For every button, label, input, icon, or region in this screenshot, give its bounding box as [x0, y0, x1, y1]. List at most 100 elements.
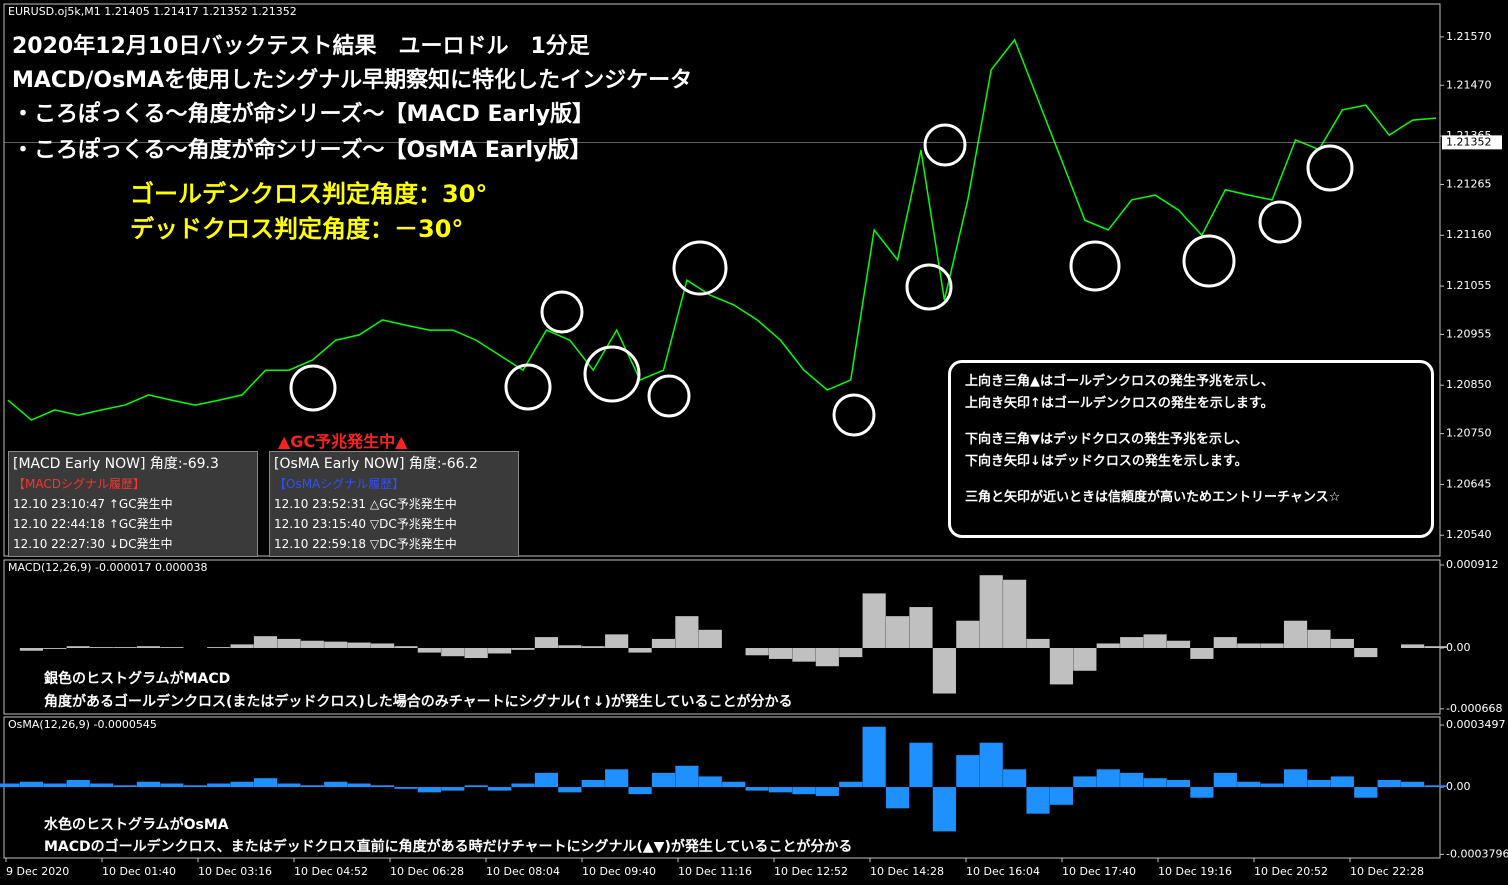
y-tick-label: 0.0003497	[1446, 718, 1506, 731]
histogram-bar	[1213, 772, 1237, 788]
highlight-circle	[1306, 144, 1354, 192]
histogram-bar	[370, 643, 395, 649]
y-tick-label: 1.20955	[1446, 327, 1492, 340]
histogram-bar	[1260, 783, 1284, 788]
highlight-circle	[832, 393, 876, 437]
histogram-bar	[417, 648, 441, 653]
histogram-bar	[581, 779, 605, 788]
histogram-bar	[66, 779, 90, 788]
histogram-bar	[1120, 637, 1144, 649]
title-line: MACD/OsMAを使用したシグナル早期察知に特化したインジケータ	[12, 68, 693, 93]
box-row: 12.10 22:27:30 ↓DC発生中	[13, 537, 173, 551]
x-tick-label: 10 Dec 01:40	[102, 865, 176, 878]
y-tick-label: 1.20750	[1446, 427, 1492, 440]
histogram-bar	[628, 787, 652, 795]
histogram-bar	[1003, 579, 1027, 649]
y-tick-label: 0.00	[1446, 780, 1471, 793]
histogram-bar	[347, 783, 371, 788]
histogram-bar	[1401, 644, 1425, 649]
histogram-bar	[300, 640, 324, 649]
histogram-bar	[1190, 648, 1214, 659]
panel-title: EURUSD.oj5k,M1 1.21405 1.21417 1.21352 1…	[8, 5, 297, 18]
legend-line: 下向き矢印↓はデッドクロスの発生を示します。	[965, 454, 1248, 469]
highlight-circle	[1182, 234, 1236, 288]
angle-line: デッドクロス判定角度：－30°	[130, 215, 464, 243]
panel-title: OsMA(12,26,9) -0.0000545	[8, 718, 157, 731]
x-tick-label: 10 Dec 03:16	[198, 865, 272, 878]
histogram-bar	[558, 787, 582, 793]
panel-title: MACD(12,26,9) -0.000017 0.000038	[8, 561, 207, 574]
histogram-bar	[347, 642, 371, 649]
histogram-bar	[862, 593, 886, 649]
y-tick-label: -0.0003796	[1446, 847, 1508, 860]
highlight-circle	[923, 123, 967, 167]
histogram-bar	[136, 781, 161, 788]
histogram-bar	[1260, 643, 1284, 649]
y-tick-label: 1.20540	[1446, 528, 1492, 541]
legend-line: 三角と矢印が近いときは信頼度が高いためエントリーチャンス☆	[965, 490, 1341, 505]
legend-box: 上向き三角▲はゴールデンクロスの発生予兆を示し、 上向き矢印↑はゴールデンクロス…	[948, 360, 1434, 538]
histogram-bar	[1190, 787, 1214, 798]
price-line	[7, 38, 1437, 421]
highlight-circle	[583, 345, 641, 403]
x-tick-label: 10 Dec 22:28	[1350, 865, 1424, 878]
angle-line: ゴールデンクロス判定角度：30°	[130, 180, 488, 208]
histogram-bar	[1096, 643, 1120, 649]
histogram-bar	[558, 645, 582, 649]
title-line: ・ころぽっくる～角度が命シリーズ～【MACD Early版】	[12, 102, 595, 127]
highlight-circle	[1258, 200, 1302, 244]
histogram-bar	[1073, 648, 1097, 671]
histogram-bar	[932, 787, 956, 832]
histogram-bar	[956, 755, 980, 788]
macd-note: 角度があるゴールデンクロス(またはデッドクロス)した場合のみチャートにシグナル(…	[44, 694, 793, 710]
osma-box: [OsMA Early NOW] 角度:-66.2 【OsMAシグナル履歴】 1…	[269, 451, 519, 557]
x-tick-label: 10 Dec 11:16	[678, 865, 752, 878]
macd-note: 銀色のヒストグラムがMACD	[44, 671, 231, 687]
histogram-bar	[1003, 769, 1027, 788]
histogram-bar	[1330, 638, 1354, 649]
histogram-bar	[792, 787, 816, 795]
histogram-bar	[815, 787, 839, 796]
histogram-bar	[605, 634, 629, 649]
highlight-circle	[905, 263, 953, 311]
highlight-circle	[540, 290, 584, 334]
box-row: 12.10 23:52:31 △GC予兆発生中	[274, 497, 457, 511]
histogram-bar	[1283, 620, 1308, 649]
histogram-bar	[511, 783, 535, 788]
histogram-bar	[1283, 769, 1308, 788]
histogram-bar	[651, 638, 676, 649]
histogram-bar	[1237, 643, 1261, 649]
histogram-bar	[932, 648, 956, 694]
y-tick-label: 1.20645	[1446, 477, 1492, 490]
histogram-bar	[441, 787, 465, 791]
x-tick-label: 10 Dec 16:04	[966, 865, 1040, 878]
histogram-bar	[956, 620, 980, 649]
histogram-bar	[43, 783, 67, 788]
histogram-bar	[300, 785, 324, 788]
x-tick-label: 10 Dec 12:52	[774, 865, 848, 878]
y-tick-label: -0.000668	[1446, 702, 1502, 715]
histogram-bar	[909, 742, 933, 788]
highlight-circle	[1069, 240, 1121, 292]
histogram-bar	[511, 648, 535, 650]
x-tick-label: 10 Dec 19:16	[1158, 865, 1232, 878]
histogram-bar	[979, 742, 1003, 788]
histogram-bar	[1166, 640, 1191, 649]
histogram-bar	[1096, 769, 1120, 788]
box-row: 12.10 22:59:18 ▽DC予兆発生中	[274, 537, 457, 551]
histogram-bar	[745, 648, 769, 656]
legend-line: 下向き三角▼はデッドクロスの発生予兆を示し、	[965, 432, 1248, 447]
osma-note: MACDのゴールデンクロス、またはデッドクロス直前に角度がある時だけチャートにシ…	[44, 839, 853, 855]
histogram-bar	[253, 778, 278, 788]
panel-frame	[3, 3, 1441, 557]
histogram-bar	[979, 575, 1003, 649]
histogram-bar	[675, 765, 699, 788]
y-tick-label: 1.21265	[1446, 177, 1492, 190]
highlight-circle	[647, 374, 691, 418]
histogram-bar	[324, 641, 348, 649]
y-tick-label: 1.21160	[1446, 228, 1492, 241]
histogram-bar	[90, 783, 114, 788]
histogram-bar	[839, 781, 863, 788]
